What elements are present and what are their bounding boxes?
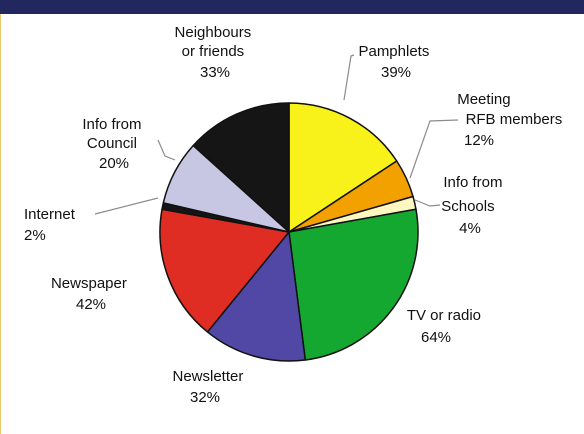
pie-slice-newspaper xyxy=(159,208,290,333)
panel-border xyxy=(0,14,1,434)
leader-pamphlets xyxy=(343,54,355,101)
leader-council xyxy=(157,139,176,161)
leader-meeting xyxy=(409,119,459,179)
label-internet: Internet 2% xyxy=(24,206,79,244)
pie-slice-neighbours-or-friends xyxy=(192,102,290,233)
label-info-council: Info from Council 20% xyxy=(82,116,145,172)
leader-internet xyxy=(94,197,159,215)
pie-slice-newsletter xyxy=(206,231,307,362)
label-newsletter: Newsletter 32% xyxy=(172,368,247,406)
pie-slices xyxy=(159,102,419,362)
label-pamphlets: Pamphlets 39% xyxy=(358,43,433,81)
pie-slice-pamphlets xyxy=(288,102,398,233)
leader-schools xyxy=(414,199,441,207)
label-meeting-rfb: Meeting RFB members 12% xyxy=(457,91,566,149)
leader-lines xyxy=(94,54,459,215)
header-bar xyxy=(0,0,584,14)
pie-slice-tv-or-radio xyxy=(288,208,419,361)
label-newspaper: Newspaper 42% xyxy=(51,275,131,313)
label-info-schools: Info from Schools 4% xyxy=(441,174,506,237)
label-neighbours: Neighbours or friends 33% xyxy=(175,24,256,81)
label-tv-radio: TV or radio 64% xyxy=(407,307,485,346)
